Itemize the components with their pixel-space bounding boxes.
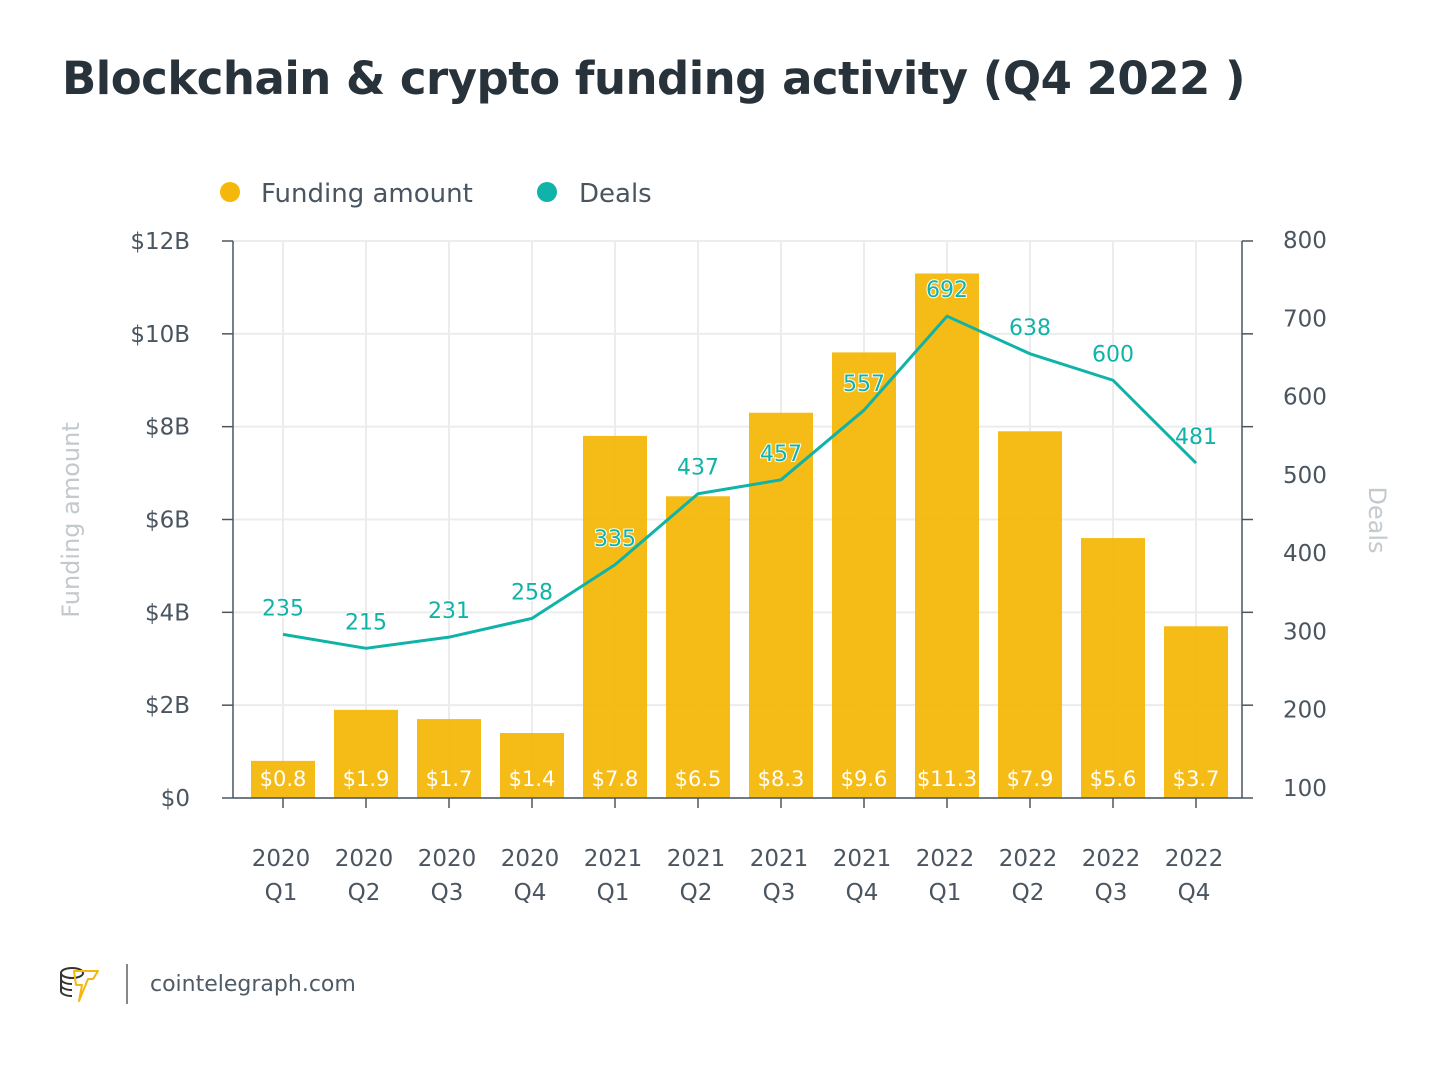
deal-value-label: 638 — [1009, 316, 1051, 341]
x-axis-label-quarter: Q3 — [763, 880, 796, 906]
legend-funding-amount-label: Funding amount — [261, 179, 473, 209]
bar-funding-amount — [998, 431, 1062, 798]
left-axis-tick-label: $8B — [145, 415, 190, 441]
x-axis-label-quarter: Q4 — [1178, 880, 1211, 906]
x-axis-label-year: 2022 — [1165, 846, 1224, 872]
deal-value-label: 557 — [843, 372, 885, 397]
right-axis-tick-label: 800 — [1283, 228, 1327, 254]
deal-value-label: 258 — [511, 580, 553, 605]
deal-value-label: 215 — [345, 610, 387, 635]
x-axis-label-year: 2021 — [833, 846, 892, 872]
bar-value-label: $11.3 — [917, 767, 977, 791]
bar-value-label: $6.5 — [675, 767, 722, 791]
footer: cointelegraph.com — [58, 962, 356, 1006]
deal-value-label: 231 — [428, 599, 470, 624]
bar-funding-amount — [1081, 538, 1145, 798]
chart-title: Blockchain & crypto funding activity (Q4… — [62, 52, 1246, 105]
right-axis-title: Deals — [1363, 486, 1391, 553]
bar-funding-amount — [251, 760, 315, 798]
bar-value-label: $1.7 — [426, 767, 473, 791]
deal-value-label: 692 — [926, 278, 968, 303]
bar-value-label: $7.9 — [1007, 767, 1054, 791]
bar-funding-amount — [583, 435, 647, 798]
footer-site: cointelegraph.com — [150, 971, 356, 997]
right-axis-tick-label: 100 — [1283, 776, 1327, 802]
x-axis-label-year: 2022 — [916, 846, 975, 872]
bar-value-label: $7.8 — [592, 767, 639, 791]
x-axis-label-quarter: Q2 — [680, 880, 713, 906]
legend-funding-amount-marker — [220, 182, 240, 202]
bar-value-label: $0.8 — [260, 767, 307, 791]
bar-value-label: $5.6 — [1090, 767, 1137, 791]
bar-funding-amount — [417, 719, 481, 798]
deal-value-label: 457 — [760, 442, 802, 467]
x-axis-label-quarter: Q1 — [265, 880, 298, 906]
line-deals — [282, 314, 1198, 650]
x-axis-label-quarter: Q4 — [846, 880, 879, 906]
bar-funding-amount — [334, 709, 398, 798]
left-axis-tick-label: $6B — [145, 508, 190, 534]
left-axis-tick-label: $12B — [130, 229, 190, 255]
bar-funding-amount — [666, 496, 730, 798]
left-axis-tick-label: $4B — [145, 600, 190, 626]
x-axis-label-year: 2020 — [418, 846, 477, 872]
left-axis-tick-label: $2B — [145, 693, 190, 719]
x-axis-label-year: 2022 — [999, 846, 1058, 872]
right-axis-tick-label: 700 — [1283, 306, 1327, 332]
deal-value-label: 437 — [677, 456, 719, 481]
bar-funding-amount — [749, 412, 813, 798]
x-axis-label-quarter: Q2 — [1012, 880, 1045, 906]
x-axis-label-year: 2022 — [1082, 846, 1141, 872]
deal-value-label: 481 — [1175, 425, 1217, 450]
x-axis-label-year: 2021 — [750, 846, 809, 872]
deal-value-label: 235 — [262, 596, 304, 621]
bar-value-label: $3.7 — [1173, 767, 1220, 791]
bar-value-label: $1.9 — [343, 767, 390, 791]
x-axis-label-quarter: Q4 — [514, 880, 547, 906]
right-axis-tick-label: 600 — [1283, 385, 1327, 411]
bar-value-label: $8.3 — [758, 767, 805, 791]
deal-value-label: 600 — [1092, 342, 1134, 367]
bar-funding-amount — [832, 352, 896, 798]
x-axis-label-quarter: Q1 — [597, 880, 630, 906]
left-axis-tick-label: $0 — [161, 786, 190, 812]
x-axis-label-year: 2021 — [667, 846, 726, 872]
bar-funding-amount — [500, 733, 564, 798]
deal-value-label: 335 — [594, 527, 636, 552]
x-axis-label-quarter: Q2 — [348, 880, 381, 906]
x-axis-label-quarter: Q3 — [431, 880, 464, 906]
x-axis-label-quarter: Q3 — [1095, 880, 1128, 906]
legend-deals-marker — [537, 182, 557, 202]
right-axis-tick-label: 400 — [1283, 541, 1327, 567]
bar-funding-amount — [1164, 626, 1228, 798]
bar-funding-amount — [915, 273, 979, 798]
bar-value-label: $1.4 — [509, 767, 556, 791]
left-axis-title: Funding amount — [57, 422, 85, 618]
x-axis-label-year: 2020 — [335, 846, 394, 872]
x-axis-label-year: 2020 — [501, 846, 560, 872]
x-axis-label-quarter: Q1 — [929, 880, 962, 906]
x-axis-label-year: 2020 — [252, 846, 311, 872]
right-axis-tick-label: 200 — [1283, 698, 1327, 724]
x-axis-label-year: 2021 — [584, 846, 643, 872]
legend-deals-label: Deals — [579, 179, 652, 209]
footer-divider — [126, 964, 128, 1004]
right-axis-tick-label: 300 — [1283, 619, 1327, 645]
cointelegraph-logo-icon — [60, 967, 99, 1002]
left-axis-tick-label: $10B — [130, 322, 190, 348]
right-axis-tick-label: 500 — [1283, 463, 1327, 489]
bar-value-label: $9.6 — [841, 767, 888, 791]
